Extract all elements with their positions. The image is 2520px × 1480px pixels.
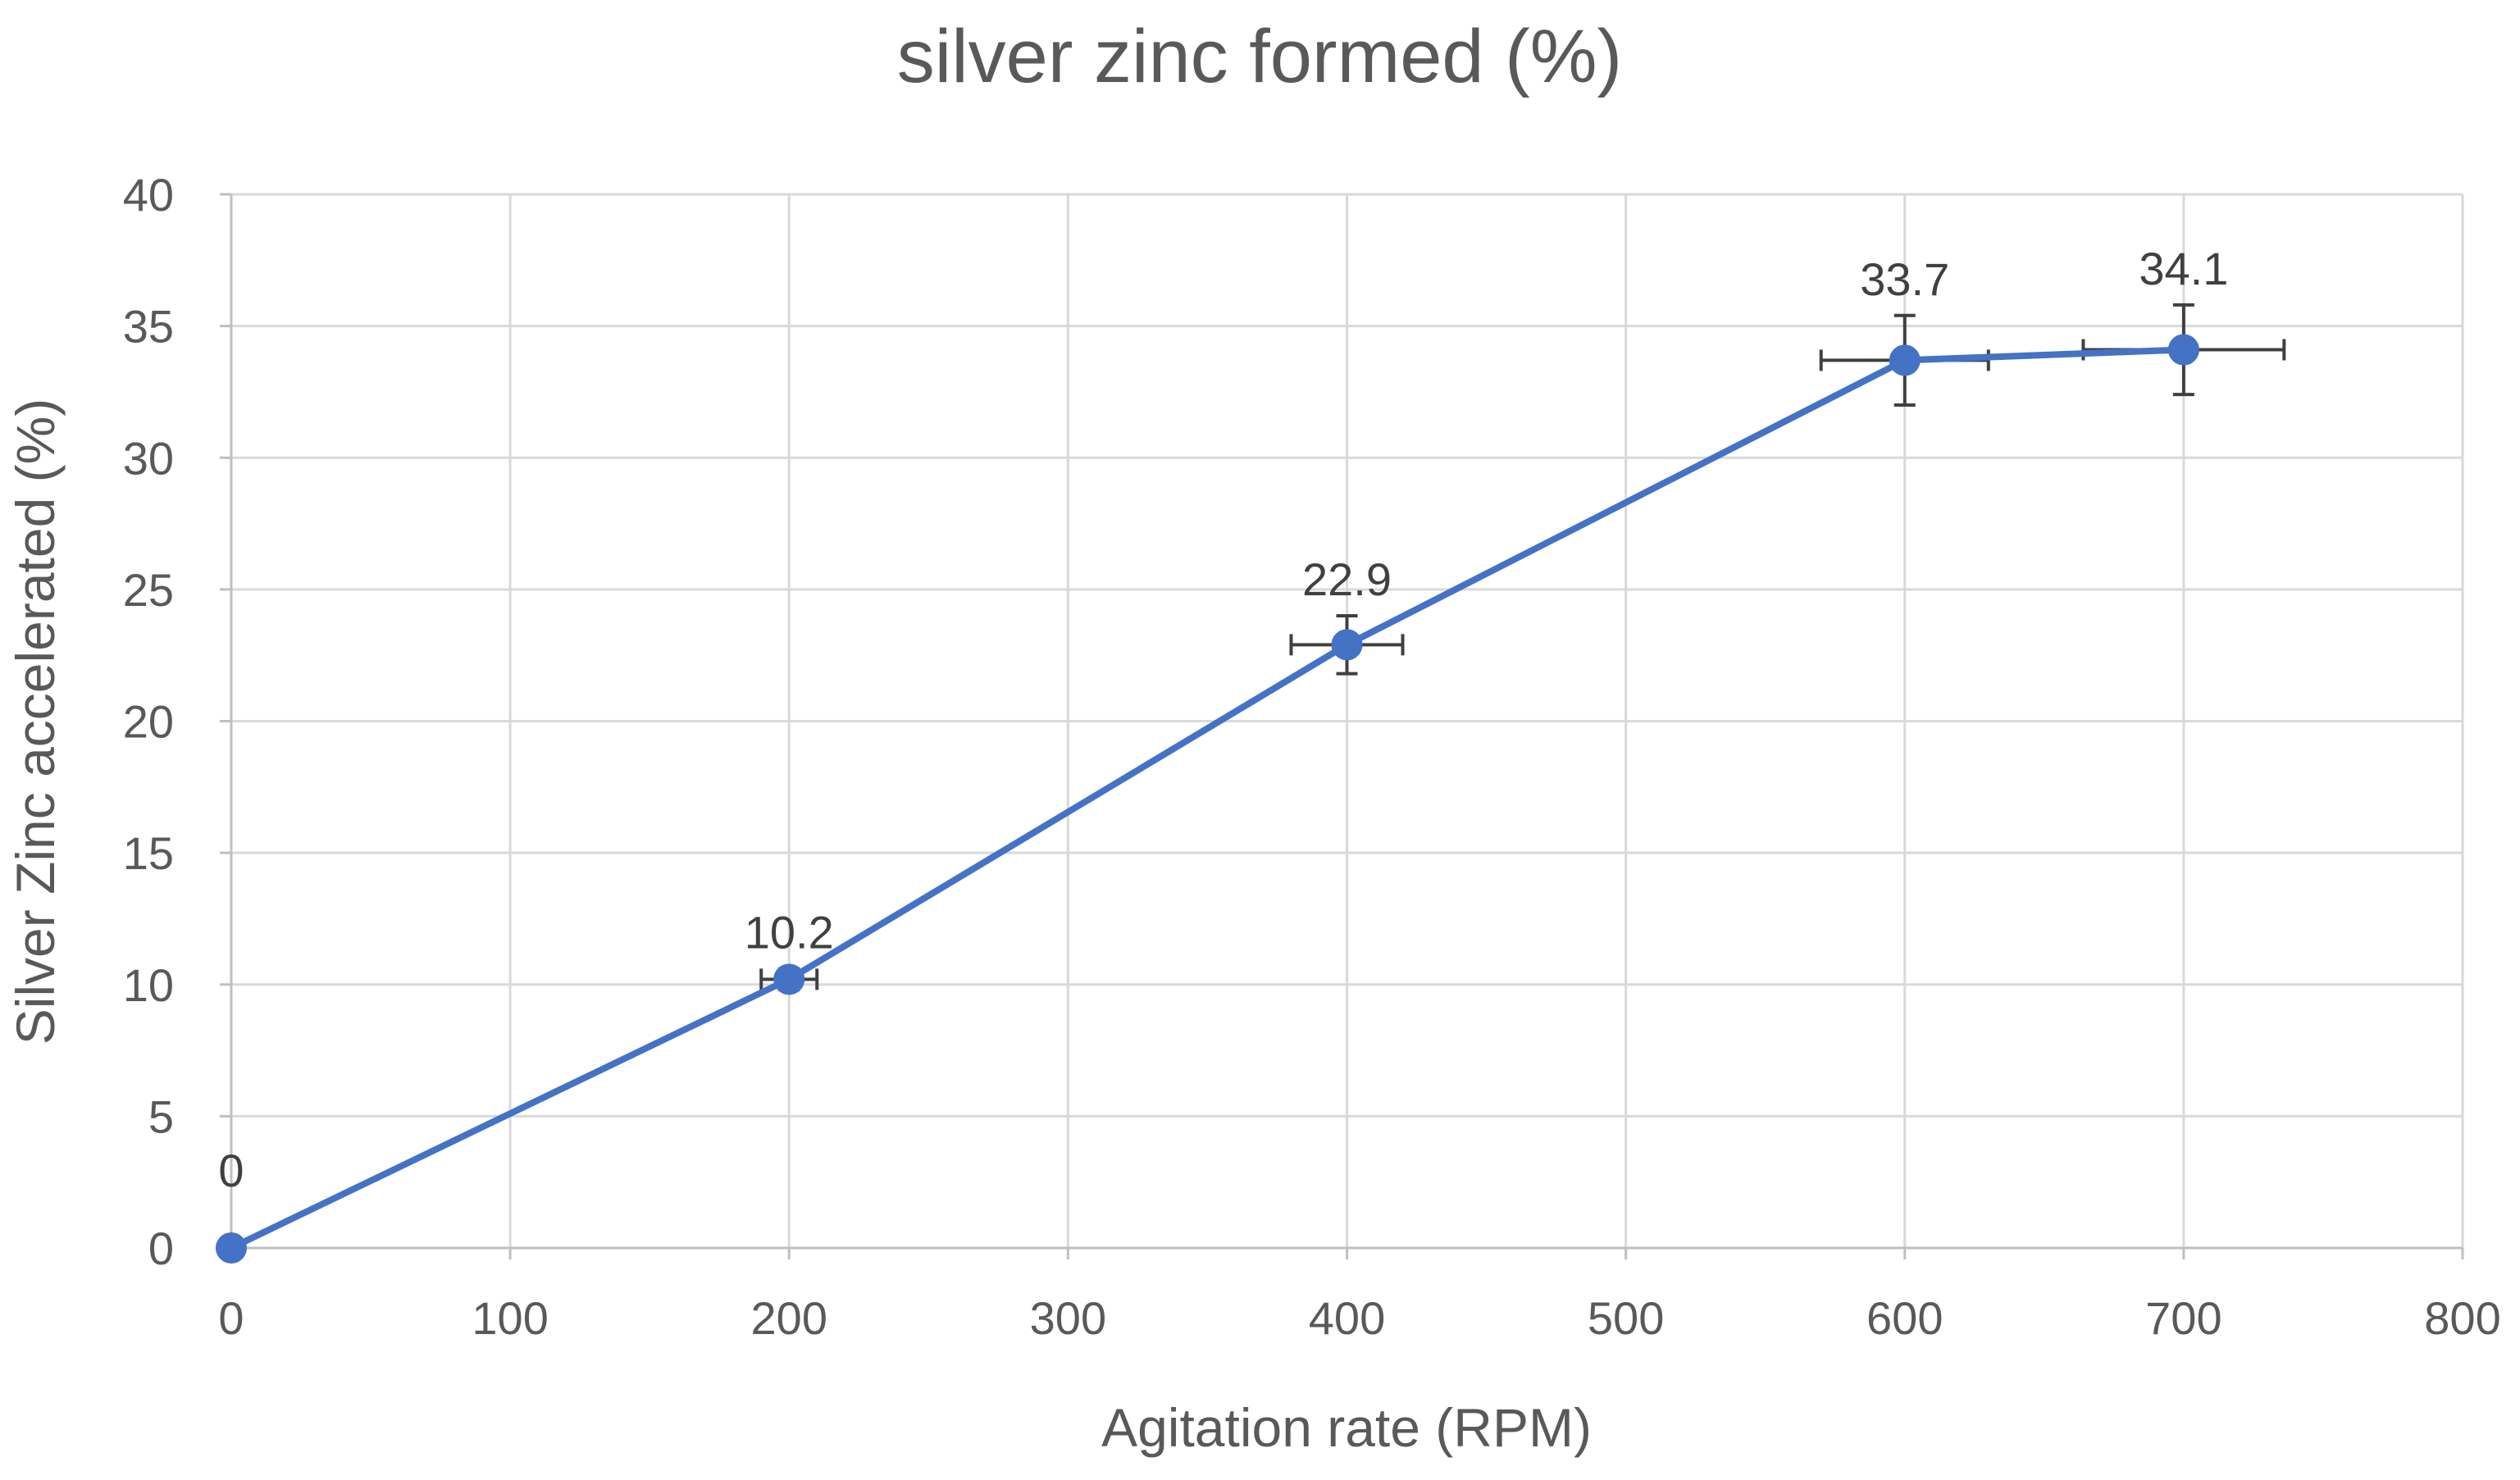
data-label: 22.9 [1302,553,1392,605]
data-label: 10.2 [745,906,834,958]
series [216,334,2199,1264]
x-tick-label: 500 [1588,1292,1664,1344]
x-tick-label: 600 [1866,1292,1943,1344]
data-label: 34.1 [2139,243,2228,294]
data-point [2167,334,2199,366]
y-tick-label: 15 [123,827,174,879]
x-tick-label: 700 [2145,1292,2222,1344]
y-axis-title: Silver Zinc accelerated (%) [5,398,66,1045]
data-labels: 0 10.2 22.9 33.7 34.1 [218,243,2228,1196]
series-line [228,346,2187,1251]
data-point [773,963,805,995]
data-point [216,1232,247,1264]
x-tick-label: 200 [751,1292,827,1344]
x-axis-title: Agitation rate (RPM) [1101,1397,1592,1458]
y-tick-label: 35 [123,301,174,353]
y-tick-label: 0 [148,1223,174,1274]
y-tick-label: 25 [123,564,174,616]
chart-title: silver zinc formed (%) [897,15,1622,98]
y-tick-label: 10 [123,959,174,1011]
y-tick-label: 20 [123,696,174,748]
grid-lines [230,193,2464,1248]
x-tick-label: 300 [1030,1292,1106,1344]
y-tick-label: 5 [148,1091,174,1142]
x-tick-label: 800 [2424,1292,2500,1344]
data-point [1889,344,1921,376]
data-label: 33.7 [1860,253,1949,305]
data-point [1331,629,1363,661]
error-bars [759,303,2286,992]
x-tick-label: 100 [472,1292,548,1344]
y-tick-label: 40 [123,169,174,221]
x-tick-label: 400 [1309,1292,1385,1344]
x-tick-label: 0 [218,1292,244,1344]
y-tick-label: 30 [123,432,174,484]
data-label: 0 [218,1145,244,1196]
